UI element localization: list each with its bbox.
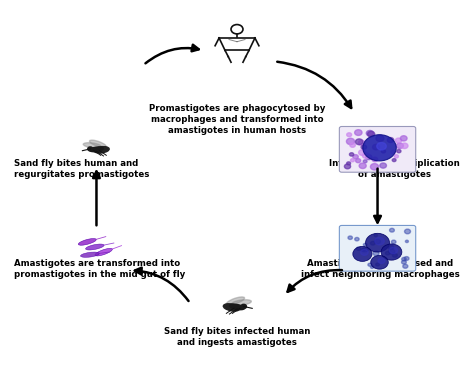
Circle shape <box>364 243 367 246</box>
Circle shape <box>401 136 407 141</box>
Circle shape <box>404 257 409 260</box>
Circle shape <box>348 236 353 240</box>
Ellipse shape <box>90 147 103 152</box>
Circle shape <box>353 246 372 262</box>
Circle shape <box>346 138 355 145</box>
Circle shape <box>361 145 366 149</box>
Circle shape <box>375 237 384 245</box>
Circle shape <box>361 249 368 255</box>
Ellipse shape <box>78 238 96 245</box>
Circle shape <box>403 264 408 268</box>
Ellipse shape <box>95 248 112 256</box>
Circle shape <box>401 260 406 264</box>
Circle shape <box>392 253 397 257</box>
Circle shape <box>371 164 379 170</box>
Circle shape <box>359 150 366 155</box>
Circle shape <box>392 158 396 161</box>
Circle shape <box>374 234 377 237</box>
Circle shape <box>397 150 401 153</box>
Circle shape <box>385 251 390 255</box>
Text: Amastigotes are released and
infect neighboring macrophages: Amastigotes are released and infect neig… <box>301 259 459 279</box>
Circle shape <box>389 247 398 254</box>
Circle shape <box>373 251 379 256</box>
Circle shape <box>390 228 394 232</box>
Text: Amastigotes are transformed into
promastigotes in the mid gut of fly: Amastigotes are transformed into promast… <box>15 259 186 279</box>
Circle shape <box>368 263 372 266</box>
Circle shape <box>392 240 396 244</box>
Circle shape <box>365 155 372 160</box>
Circle shape <box>376 135 384 141</box>
Text: Intracellular multiplication
of amastigotes: Intracellular multiplication of amastigo… <box>329 158 459 179</box>
Circle shape <box>372 157 378 162</box>
Ellipse shape <box>227 297 245 305</box>
Circle shape <box>401 143 408 148</box>
Circle shape <box>387 138 394 142</box>
Ellipse shape <box>223 304 240 311</box>
Circle shape <box>346 162 351 165</box>
Text: Promastigotes are phagocytosed by
macrophages and transformed into
amastigotes i: Promastigotes are phagocytosed by macrop… <box>149 103 325 135</box>
Circle shape <box>358 140 365 145</box>
Ellipse shape <box>94 147 109 153</box>
Circle shape <box>371 256 388 269</box>
Circle shape <box>350 159 355 162</box>
Ellipse shape <box>83 143 101 148</box>
Circle shape <box>388 245 394 250</box>
Circle shape <box>389 249 395 254</box>
Circle shape <box>376 263 380 266</box>
Circle shape <box>346 133 352 137</box>
Circle shape <box>365 233 390 252</box>
Circle shape <box>363 153 370 158</box>
Ellipse shape <box>229 304 245 310</box>
Circle shape <box>401 257 406 261</box>
FancyBboxPatch shape <box>339 225 416 271</box>
Ellipse shape <box>90 140 106 148</box>
Circle shape <box>405 240 409 243</box>
Circle shape <box>355 237 359 241</box>
Circle shape <box>371 266 374 269</box>
Circle shape <box>395 138 401 143</box>
Ellipse shape <box>232 300 251 305</box>
Ellipse shape <box>86 244 104 250</box>
Circle shape <box>345 164 351 169</box>
Circle shape <box>370 241 375 245</box>
Circle shape <box>359 163 366 169</box>
Circle shape <box>350 143 356 147</box>
Text: Sand fly bites human and
regurgitates promastigotes: Sand fly bites human and regurgitates pr… <box>15 158 150 179</box>
Circle shape <box>377 142 386 150</box>
Circle shape <box>378 258 385 263</box>
Circle shape <box>356 139 363 145</box>
Circle shape <box>374 239 381 244</box>
Circle shape <box>361 248 365 252</box>
Circle shape <box>381 150 385 153</box>
Circle shape <box>367 131 375 137</box>
Circle shape <box>355 130 362 135</box>
Circle shape <box>391 150 395 154</box>
Circle shape <box>366 131 374 136</box>
Circle shape <box>349 153 354 156</box>
Circle shape <box>394 155 399 158</box>
Circle shape <box>356 247 361 250</box>
Circle shape <box>241 304 246 309</box>
Circle shape <box>380 163 386 168</box>
Circle shape <box>373 144 380 150</box>
FancyBboxPatch shape <box>339 126 416 172</box>
Circle shape <box>404 229 410 234</box>
Circle shape <box>363 247 368 252</box>
Ellipse shape <box>81 252 99 257</box>
Circle shape <box>353 155 358 159</box>
Circle shape <box>356 158 361 163</box>
Circle shape <box>363 160 367 163</box>
Text: Sand fly bites infected human
and ingests amastigotes: Sand fly bites infected human and ingest… <box>164 327 310 347</box>
Circle shape <box>396 143 403 148</box>
Circle shape <box>363 135 396 161</box>
Circle shape <box>381 244 402 260</box>
Circle shape <box>88 147 93 151</box>
